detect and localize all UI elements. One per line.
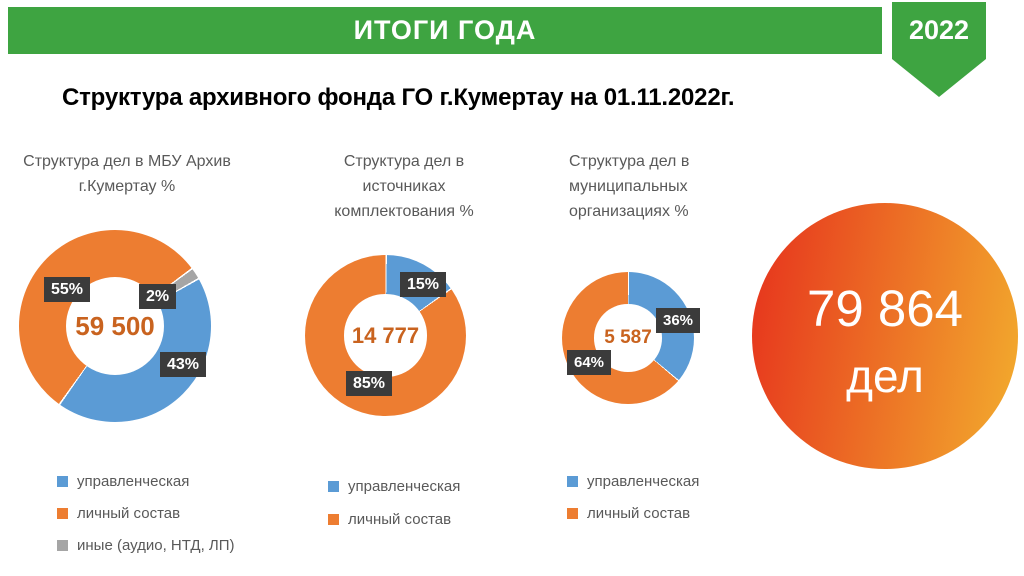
total-unit: дел bbox=[846, 350, 924, 402]
chart-title-municipal: Структура дел в муниципальных организаци… bbox=[569, 153, 690, 220]
data-label: 15% bbox=[400, 272, 447, 297]
chart-title-sources: Структура дел в источниках комплектовани… bbox=[334, 153, 474, 220]
data-label: 85% bbox=[346, 371, 393, 396]
donut-center-value: 59 500 bbox=[75, 310, 155, 341]
legend-swatch bbox=[567, 476, 578, 487]
data-label: 43% bbox=[160, 352, 207, 377]
year-ribbon: 2022 bbox=[892, 2, 986, 97]
legend-label: управленческая bbox=[587, 473, 700, 490]
total-value: 79 864 bbox=[807, 280, 963, 337]
donut-center-value: 14 777 bbox=[351, 322, 420, 348]
year-label: 2022 bbox=[908, 15, 970, 45]
header-bar: ИТОГИ ГОДА bbox=[8, 7, 882, 54]
legend-item: иные (аудио, НТД, ЛП) bbox=[57, 536, 235, 555]
legend-swatch bbox=[57, 540, 68, 551]
legend-municipal: управленческая личный состав bbox=[567, 472, 699, 523]
data-label: 36% bbox=[656, 308, 701, 333]
legend-swatch bbox=[328, 514, 339, 525]
legend-item: управленческая bbox=[567, 472, 699, 491]
legend-label: управленческая bbox=[77, 473, 190, 490]
legend-label: управленческая bbox=[348, 478, 461, 495]
legend-label: иные (аудио, НТД, ЛП) bbox=[77, 537, 235, 554]
donut-hole bbox=[344, 294, 427, 377]
legend-item: личный состав bbox=[57, 504, 235, 523]
donut-chart-municipal: 5 587 bbox=[562, 272, 694, 404]
chart-title-archive: Структура дел в МБУ Архив г.Кумертау % bbox=[23, 153, 231, 195]
legend-swatch bbox=[567, 508, 578, 519]
legend-sources: управленческая личный состав bbox=[328, 477, 460, 529]
legend-archive: управленческая личный состав иные (аудио… bbox=[57, 472, 235, 555]
header-title: ИТОГИ ГОДА bbox=[353, 15, 537, 45]
legend-item: личный состав bbox=[328, 510, 460, 529]
legend-item: личный состав bbox=[567, 504, 699, 523]
legend-item: управленческая bbox=[57, 472, 235, 491]
page-title: Структура архивного фонда ГО г.Кумертау … bbox=[62, 84, 735, 111]
total-bubble: 79 864 дел bbox=[752, 203, 1018, 469]
data-label: 2% bbox=[139, 284, 177, 309]
donut-chart-archive: 59 500 bbox=[19, 230, 211, 422]
legend-item: управленческая bbox=[328, 477, 460, 496]
data-label: 55% bbox=[44, 277, 91, 302]
legend-label: личный состав bbox=[77, 505, 181, 522]
donut-center-value: 5 587 bbox=[604, 327, 652, 348]
legend-swatch bbox=[57, 476, 68, 487]
legend-label: личный состав bbox=[587, 505, 691, 522]
legend-label: личный состав bbox=[348, 511, 452, 528]
legend-swatch bbox=[328, 481, 339, 492]
data-label: 64% bbox=[567, 350, 612, 375]
legend-swatch bbox=[57, 508, 68, 519]
